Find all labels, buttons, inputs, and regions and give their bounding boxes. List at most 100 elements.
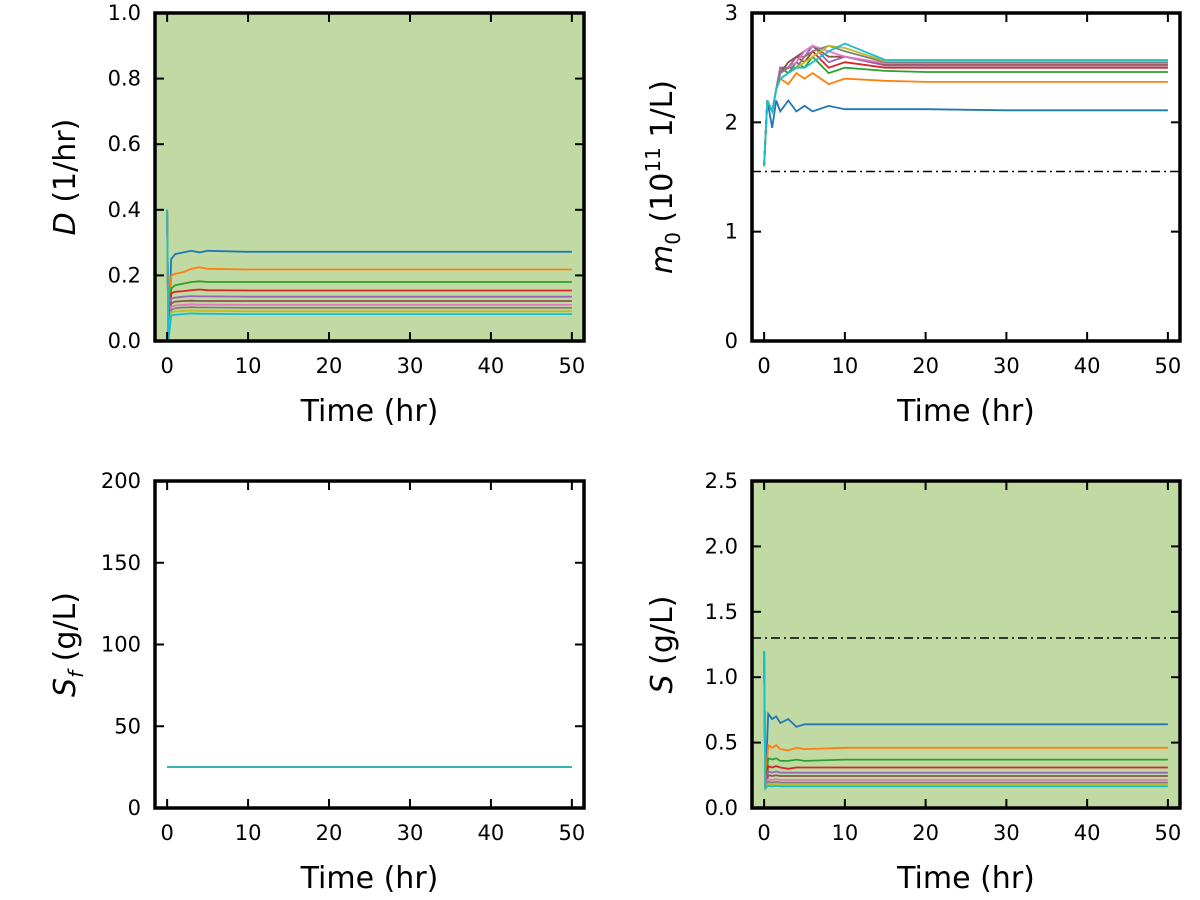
x-tick-label: 10 [235,354,262,378]
series-line-7 [166,209,572,341]
x-tick-label: 50 [1155,821,1182,845]
series-line-1 [763,98,1168,167]
y-tick-label: 2.0 [705,534,738,558]
y-tick-label: 0.2 [108,263,141,287]
x-axis-label: Time (hr) [300,861,439,896]
y-tick-label: 2 [725,110,738,134]
y-axis-subscript: f [64,668,88,678]
axes-frame [153,11,586,343]
series-line-6 [166,209,572,341]
x-tick-label: 30 [397,821,424,845]
y-tick-label: 2.5 [705,469,738,493]
y-axis-unit: (g/L) [48,592,83,671]
x-tick-label: 30 [993,821,1020,845]
y-axis-label: D (1/hr) [48,119,83,236]
x-tick-label: 20 [912,354,939,378]
series-line-10 [763,42,1168,167]
y-tick-label: 0.5 [705,731,738,755]
series-group [763,42,1168,167]
series-line-2 [763,650,1168,789]
chart-substrate: 0 10 20 30 40 50 0.0 0.5 1.0 1.5 2.0 2.5 Time (hr) S … [645,469,1182,896]
y-tick-label: 150 [101,551,141,575]
y-axis-subscript: 0 [661,232,685,245]
x-axis-label: Time (hr) [896,394,1035,429]
y-tick-label: 50 [114,714,141,738]
series-line-4 [763,650,1168,789]
y-tick-label: 0.8 [108,67,141,91]
x-tick-label: 0 [160,821,173,845]
series-group [166,209,572,341]
x-tick-label: 40 [478,821,505,845]
series-line-3 [763,650,1168,789]
series-line-10 [166,209,572,341]
shaded-region [752,481,1180,808]
series-line-6 [763,650,1168,789]
x-axis-label: Time (hr) [300,394,439,429]
y-tick-label: 200 [101,469,141,493]
x-tick-label: 0 [757,821,770,845]
axes-frame [750,479,1182,810]
y-tick-label: 0 [128,796,141,820]
shaded-region [155,13,584,341]
series-line-4 [166,209,572,341]
x-tick-label: 50 [558,821,585,845]
x-tick-label: 40 [1074,354,1101,378]
x-tick-label: 20 [912,821,939,845]
series-line-5 [166,209,572,341]
y-tick-label: 1.5 [705,600,738,624]
y-axis-unit-prefix: (10 [645,173,680,232]
x-tick-label: 0 [757,354,770,378]
plot-background [155,481,584,808]
y-axis-unit: (g/L) [645,596,680,675]
x-axis-label: Time (hr) [896,861,1035,896]
y-axis-symbol: S [48,678,83,697]
y-tick-label: 0.6 [108,132,141,156]
y-axis-label: S (g/L) [645,596,680,694]
series-line-8 [166,209,572,341]
x-tick-label: 50 [1155,354,1182,378]
y-axis-superscript: 11 [641,147,665,172]
series-line-1 [166,209,572,341]
y-tick-label: 0.4 [108,198,141,222]
series-line-9 [763,650,1168,792]
y-tick-label: 1.0 [705,665,738,689]
y-axis-label: Sf (g/L) [48,592,88,697]
x-tick-label: 50 [558,354,585,378]
y-tick-label: 1.0 [108,1,141,25]
y-axis-unit-suffix: 1/L) [645,80,680,147]
y-axis-symbol: m [645,245,680,274]
x-tick-label: 40 [478,354,505,378]
series-line-7 [763,650,1168,789]
series-line-5 [763,650,1168,789]
y-axis-symbol: S [645,674,680,693]
x-tick-label: 30 [397,354,424,378]
chart-feed: 0 10 20 30 40 50 0 50 100 150 200 Time (hr) Sf (g/L) [48,469,586,896]
x-tick-label: 10 [235,821,262,845]
y-tick-label: 3 [725,1,738,25]
x-tick-label: 30 [993,354,1020,378]
y-axis-label: m0 (1011 1/L) [641,80,685,274]
series-group [763,650,1168,792]
x-tick-label: 10 [832,354,859,378]
axes-frame [750,11,1182,343]
x-tick-label: 40 [1074,821,1101,845]
y-axis-symbol: D [48,212,83,235]
y-axis-unit: (1/hr) [48,119,83,213]
series-line-9 [166,209,572,341]
series-line-10 [763,650,1168,791]
series-line-2 [166,209,572,341]
y-tick-label: 0.0 [705,796,738,820]
axes-frame [153,479,586,810]
series-line-8 [763,650,1168,789]
y-tick-label: 0.0 [108,329,141,353]
y-tick-label: 100 [101,633,141,657]
series-line-3 [166,209,572,341]
y-tick-label: 0 [725,329,738,353]
x-tick-label: 20 [316,354,343,378]
x-tick-label: 0 [160,354,173,378]
x-tick-label: 20 [316,821,343,845]
chart-dilution: 0 10 20 30 40 50 0.0 0.2 0.4 0.6 0.8 1.0 Time (hr) D … [48,1,586,429]
